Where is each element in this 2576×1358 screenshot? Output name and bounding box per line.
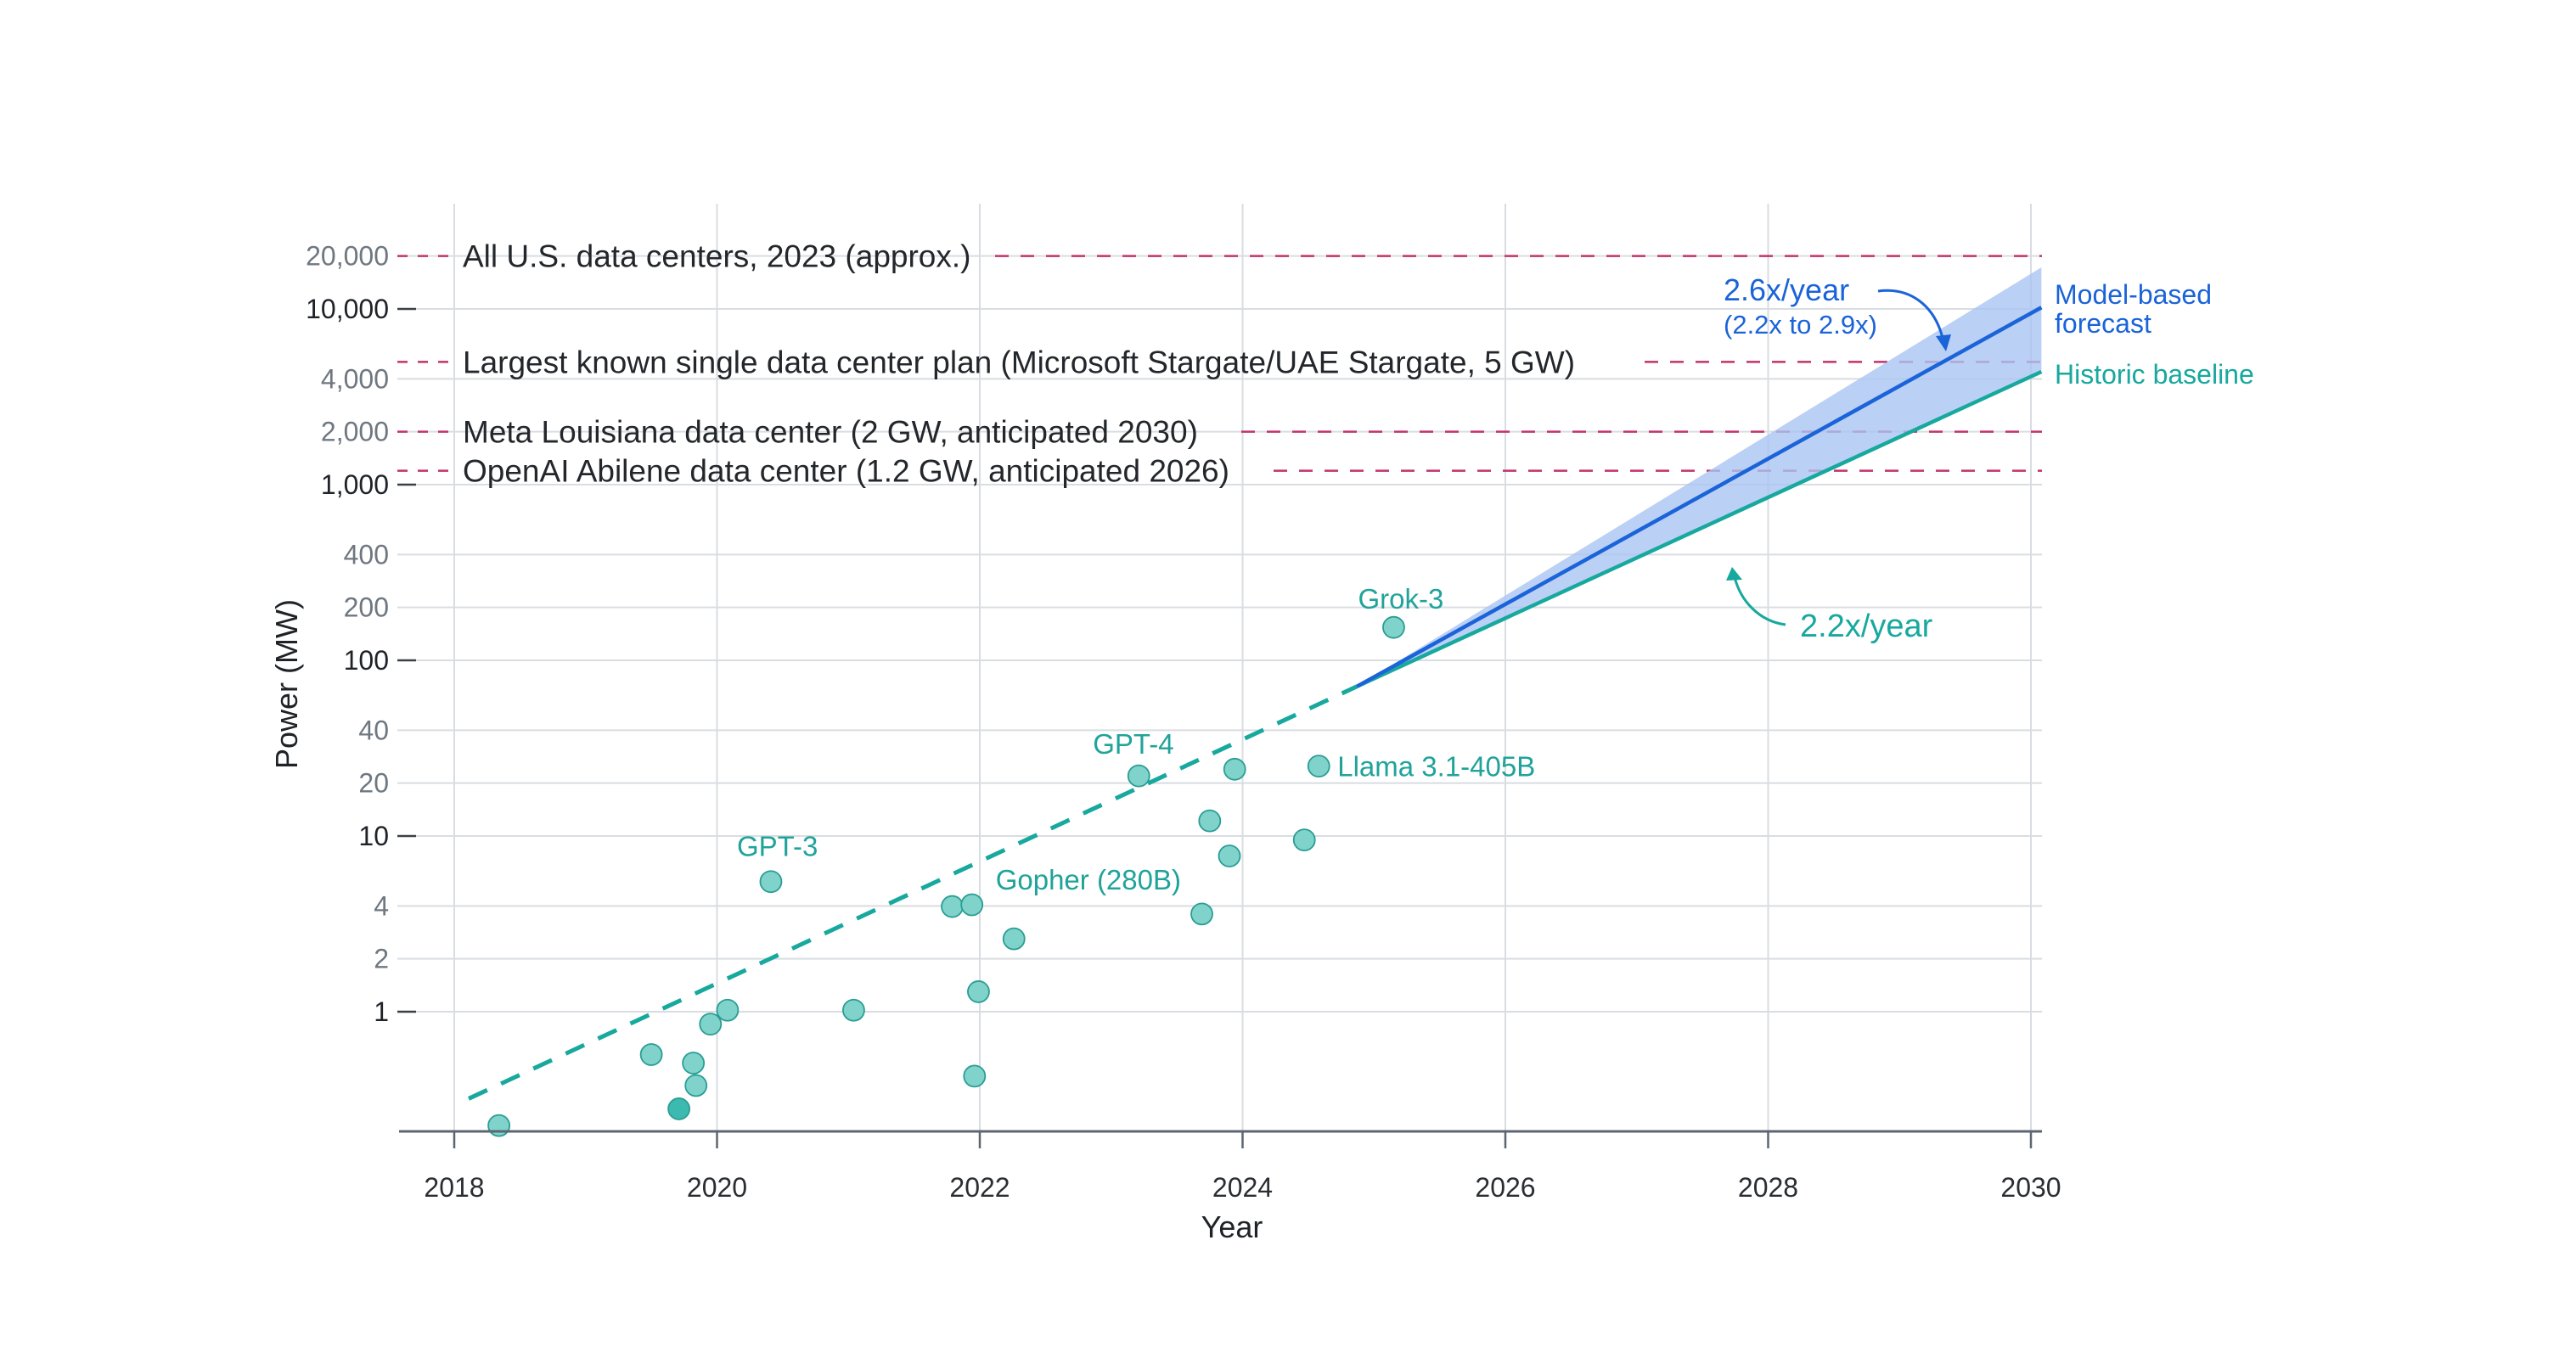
data-point bbox=[967, 980, 990, 1003]
y-axis-title: Power (MW) bbox=[269, 599, 304, 769]
data-point bbox=[1218, 845, 1241, 867]
y-tick-label: 400 bbox=[344, 539, 389, 570]
y-tick-label: 2,000 bbox=[321, 417, 389, 447]
reference-line-label: All U.S. data centers, 2023 (approx.) bbox=[463, 239, 970, 274]
y-tick-label: 1,000 bbox=[321, 469, 389, 500]
x-tick-label: 2024 bbox=[1212, 1172, 1273, 1203]
y-tick-label: 40 bbox=[358, 715, 389, 745]
data-point-gpt-4 bbox=[1127, 764, 1150, 788]
baseline-growth-annotation: 2.2x/year bbox=[1800, 609, 1933, 644]
reference-line-label: Largest known single data center plan (M… bbox=[463, 345, 1575, 379]
legend-baseline: Historic baseline bbox=[2055, 359, 2254, 390]
data-point-llama-3-1-405b bbox=[1307, 755, 1330, 778]
forecast-range-band bbox=[1357, 267, 2042, 687]
data-point-gopher-280b bbox=[960, 893, 984, 917]
point-label: Llama 3.1-405B bbox=[1337, 751, 1535, 783]
y-tick-label: 200 bbox=[344, 592, 389, 623]
y-tick-label: 20,000 bbox=[306, 241, 389, 272]
model-forecast-line bbox=[1356, 306, 2043, 688]
data-point bbox=[1223, 757, 1246, 781]
point-label: Grok-3 bbox=[1358, 583, 1443, 614]
data-point-gpt-3 bbox=[759, 870, 783, 894]
legend-forecast-line1: Model-based bbox=[2055, 279, 2212, 310]
y-tick-label: 4 bbox=[374, 890, 389, 921]
y-tick-label: 20 bbox=[358, 768, 389, 799]
forecast-arrow-icon bbox=[1877, 289, 1944, 339]
reference-line-label: OpenAI Abilene data center (1.2 GW, anti… bbox=[463, 454, 1229, 489]
data-point bbox=[963, 1064, 987, 1088]
x-tick-label: 2018 bbox=[424, 1172, 484, 1203]
data-point-grok-3 bbox=[1382, 615, 1405, 639]
point-label: Gopher (280B) bbox=[996, 864, 1181, 895]
x-tick-label: 2026 bbox=[1475, 1172, 1535, 1203]
y-tick-label: 100 bbox=[344, 645, 389, 676]
forecast-growth-annotation: 2.6x/year bbox=[1724, 272, 1849, 307]
y-tick-label: 2 bbox=[374, 944, 389, 974]
baseline-arrow-icon bbox=[1733, 576, 1786, 626]
data-point bbox=[487, 1114, 511, 1137]
axes: 2018 2020 2022 2024 2026 2028 203020,00010,000… bbox=[306, 241, 2061, 1203]
data-points: GPT-3 Gopher (280B) GPT-4 Llama 3.1-405B Gro… bbox=[487, 583, 1535, 1137]
data-point bbox=[699, 1013, 723, 1036]
reference-lines: All U.S. data centers, 2023 (approx.) Lar… bbox=[397, 239, 2042, 489]
labels: Year Power (MW) 2.6x/year (2.2x to 2.9x)… bbox=[269, 272, 2254, 1244]
x-tick-label: 2030 bbox=[2000, 1172, 2061, 1203]
data-point bbox=[667, 1097, 691, 1120]
y-tick-label: 4,000 bbox=[321, 363, 389, 394]
data-point bbox=[1198, 809, 1222, 833]
x-tick-label: 2022 bbox=[949, 1172, 1010, 1203]
forecast-band bbox=[1357, 267, 2042, 687]
data-point bbox=[941, 895, 964, 918]
x-tick-label: 2020 bbox=[687, 1172, 747, 1203]
data-point bbox=[1190, 902, 1213, 926]
y-tick-label: 1 bbox=[374, 996, 389, 1027]
point-label: GPT-4 bbox=[1093, 728, 1173, 760]
data-point bbox=[716, 998, 740, 1022]
reference-line-label: Meta Louisiana data center (2 GW, antici… bbox=[463, 415, 1198, 450]
historic-baseline-line bbox=[1356, 369, 2043, 688]
y-tick-label: 10 bbox=[358, 821, 389, 851]
data-point bbox=[684, 1074, 708, 1097]
trend-lines bbox=[467, 306, 2043, 1101]
data-point bbox=[682, 1052, 706, 1075]
y-tick-label: 10,000 bbox=[306, 294, 389, 324]
legend-forecast-line2: forecast bbox=[2055, 308, 2151, 339]
data-point bbox=[842, 998, 865, 1022]
grid bbox=[397, 204, 2042, 1131]
x-axis-title: Year bbox=[1201, 1209, 1263, 1244]
forecast-arrowhead-icon bbox=[1936, 334, 1951, 351]
x-tick-label: 2028 bbox=[1738, 1172, 1798, 1203]
forecast-range-annotation: (2.2x to 2.9x) bbox=[1724, 310, 1877, 340]
data-point bbox=[1292, 828, 1316, 852]
data-point bbox=[1002, 927, 1026, 951]
historic-trend-dashed-line bbox=[467, 684, 1358, 1101]
point-label: GPT-3 bbox=[737, 831, 818, 862]
data-point bbox=[639, 1043, 663, 1066]
baseline-arrowhead-icon bbox=[1726, 567, 1742, 581]
